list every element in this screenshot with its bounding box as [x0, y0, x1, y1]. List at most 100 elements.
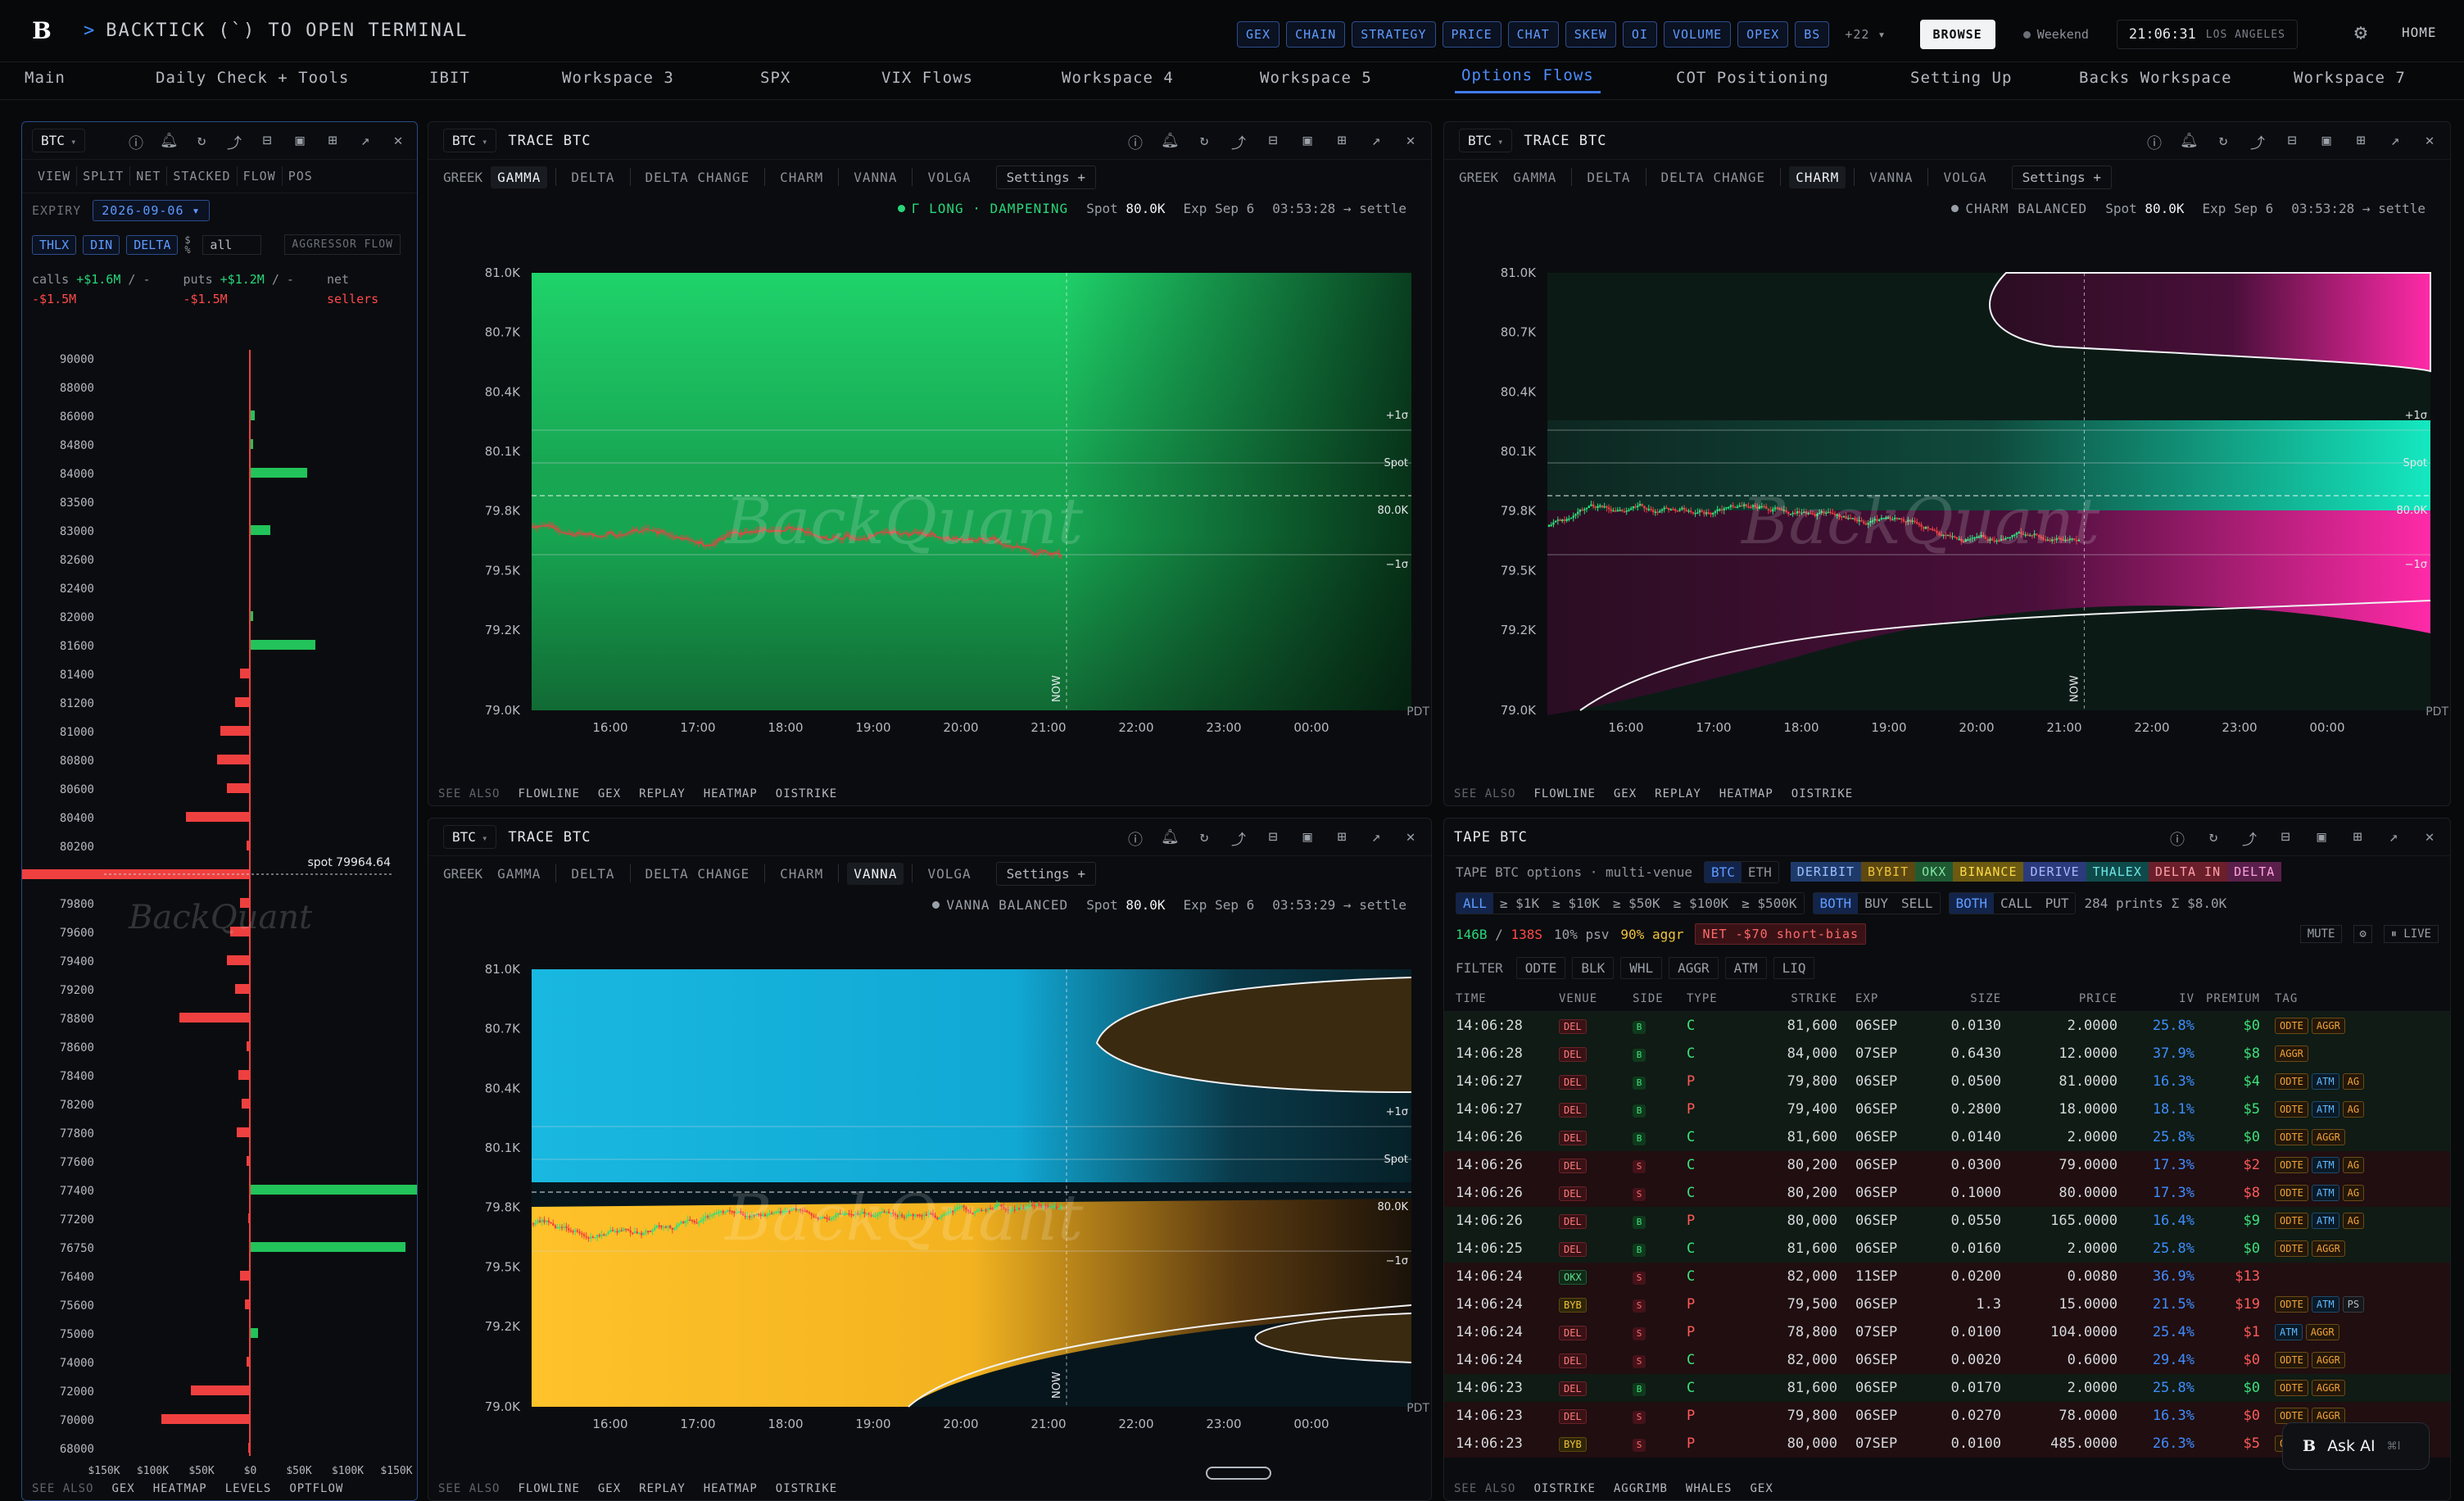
view-tab-flow[interactable]: FLOW: [238, 166, 283, 186]
bell-icon[interactable]: 🔔︎: [1161, 828, 1180, 846]
bell-icon[interactable]: 🔔︎: [2180, 132, 2199, 149]
tab-setting-up[interactable]: Setting Up: [1910, 69, 2013, 87]
greek-tab-delta[interactable]: DELTA: [571, 865, 615, 882]
share-icon[interactable]: ⤴: [227, 135, 242, 152]
see-also-gex[interactable]: GEX: [1750, 1482, 1773, 1495]
pill-volume[interactable]: VOLUME: [1663, 21, 1732, 48]
table-row[interactable]: 14:06:23 DEL S P 79,800 06SEP 0.0270 78.0000 16.…: [1444, 1402, 2450, 1430]
venue-chip-din[interactable]: DIN: [83, 234, 120, 255]
layout-icon[interactable]: ▣: [2317, 828, 2326, 846]
column-size[interactable]: SIZE: [1970, 991, 2001, 1005]
type-filter-put[interactable]: PUT: [2045, 895, 2069, 911]
settings-button[interactable]: Settings +: [2011, 165, 2112, 189]
see-also-aggrimb[interactable]: AGGRIMB: [1613, 1482, 1668, 1495]
minimize-icon[interactable]: ⊟: [1268, 132, 1278, 149]
share-icon[interactable]: ⤴: [1231, 135, 1246, 152]
see-also-oistrike[interactable]: OISTRIKE: [1791, 787, 1854, 800]
table-row[interactable]: 14:06:23 DEL B C 81,600 06SEP 0.0170 2.0000 25.8…: [1444, 1374, 2450, 1402]
view-tab-split[interactable]: SPLIT: [77, 166, 131, 186]
see-also-replay[interactable]: REPLAY: [639, 787, 686, 800]
size-filter-option[interactable]: ALL: [1456, 892, 1493, 914]
column-time[interactable]: TIME: [1456, 991, 1487, 1005]
asset-btc[interactable]: BTC: [1704, 861, 1742, 882]
minimize-icon[interactable]: ⊟: [1268, 828, 1278, 846]
column-side[interactable]: SIDE: [1633, 991, 1664, 1005]
ask-ai-button[interactable]: B Ask AI ⌘I: [2282, 1422, 2430, 1470]
view-tab-pos[interactable]: POS: [288, 169, 313, 184]
bell-icon[interactable]: 🔔︎: [160, 132, 179, 149]
venue-bybit[interactable]: BYBIT: [1861, 862, 1916, 882]
ladder-filter-input[interactable]: all: [202, 234, 262, 255]
share-icon[interactable]: ⤴: [2242, 832, 2257, 849]
share-icon[interactable]: ⤴: [2250, 135, 2265, 152]
tab-workspace-3[interactable]: Workspace 3: [562, 69, 674, 87]
mute-button[interactable]: MUTE: [2299, 925, 2343, 943]
grid-icon[interactable]: ⊞: [1337, 132, 1347, 149]
see-also-oistrike[interactable]: OISTRIKE: [1533, 1482, 1596, 1495]
layout-icon[interactable]: ▣: [1302, 132, 1312, 149]
see-also-optflow[interactable]: OPTFLOW: [289, 1482, 344, 1495]
greek-tab-vanna[interactable]: VANNA: [1869, 169, 1914, 185]
pill-price[interactable]: PRICE: [1442, 21, 1502, 48]
symbol-select[interactable]: BTC: [1459, 129, 1513, 152]
share-icon[interactable]: ⤴: [1231, 832, 1246, 849]
greek-tab-volga[interactable]: VOLGA: [927, 169, 972, 185]
pill-skew[interactable]: SKEW: [1565, 21, 1616, 48]
venue-delta-in[interactable]: DELTA IN: [2148, 862, 2228, 882]
see-also-heatmap[interactable]: HEATMAP: [703, 787, 758, 800]
greek-tab-vanna[interactable]: VANNA: [847, 862, 904, 885]
symbol-select[interactable]: BTC: [443, 129, 497, 152]
side-filter-buy[interactable]: BUY: [1864, 895, 1888, 911]
greek-tab-vanna[interactable]: VANNA: [854, 169, 898, 185]
gear-icon[interactable]: ⚙: [2354, 20, 2367, 45]
size-filter-option[interactable]: ≥ $500K: [1742, 895, 1797, 911]
expand-icon[interactable]: ↗: [2390, 132, 2400, 149]
greek-tab-delta-change[interactable]: DELTA CHANGE: [1660, 169, 1766, 185]
minimize-icon[interactable]: ⊟: [2281, 828, 2290, 846]
greek-tab-gamma[interactable]: GAMMA: [1513, 169, 1557, 185]
see-also-levels[interactable]: LEVELS: [224, 1482, 272, 1495]
pill-gex[interactable]: GEX: [1237, 21, 1280, 48]
refresh-icon[interactable]: ↻: [1199, 132, 1209, 149]
tab-main[interactable]: Main: [25, 69, 66, 87]
side-filter-sell[interactable]: SELL: [1900, 895, 1933, 911]
info-icon[interactable]: ⓘ: [1128, 832, 1143, 849]
info-icon[interactable]: ⓘ: [129, 135, 143, 152]
settings-button[interactable]: Settings +: [995, 165, 1096, 189]
close-icon[interactable]: ✕: [1406, 828, 1415, 846]
see-also-heatmap[interactable]: HEATMAP: [152, 1482, 207, 1495]
filter-atm[interactable]: ATM: [1724, 956, 1767, 979]
see-also-gex[interactable]: GEX: [1613, 787, 1637, 800]
table-row[interactable]: 14:06:28 DEL B C 81,600 06SEP 0.0130 2.0000 25.8…: [1444, 1012, 2450, 1040]
grid-icon[interactable]: ⊞: [1337, 828, 1347, 846]
table-row[interactable]: 14:06:27 DEL B P 79,800 06SEP 0.0500 81.0000 16.…: [1444, 1068, 2450, 1095]
tape-settings-icon[interactable]: ⚙: [2353, 925, 2372, 943]
pill-chain[interactable]: CHAIN: [1286, 21, 1346, 48]
venue-derive[interactable]: DERIVE: [2023, 862, 2086, 882]
refresh-icon[interactable]: ↻: [197, 132, 206, 149]
tab-spx[interactable]: SPX: [760, 69, 791, 87]
minimize-icon[interactable]: ⊟: [2287, 132, 2297, 149]
expand-icon[interactable]: ↗: [1371, 132, 1381, 149]
table-row[interactable]: 14:06:27 DEL B P 79,400 06SEP 0.2800 18.0000 18.…: [1444, 1095, 2450, 1123]
column-strike[interactable]: STRIKE: [1791, 991, 1837, 1005]
venue-chip-delta[interactable]: DELTA: [126, 234, 179, 255]
greek-tab-delta-change[interactable]: DELTA CHANGE: [645, 865, 750, 882]
terminal-hint[interactable]: > BACKTICK (`) TO OPEN TERMINAL: [84, 20, 468, 41]
see-also-gex[interactable]: GEX: [597, 1482, 622, 1495]
expand-icon[interactable]: ↗: [1371, 828, 1381, 846]
tab-vix-flows[interactable]: VIX Flows: [881, 69, 973, 87]
close-icon[interactable]: ✕: [2425, 828, 2435, 846]
greek-tab-volga[interactable]: VOLGA: [927, 865, 972, 882]
table-row[interactable]: 14:06:26 DEL B P 80,000 06SEP 0.0550 165.0000 16…: [1444, 1207, 2450, 1235]
type-filter-call[interactable]: CALL: [2000, 895, 2032, 911]
tab-cot-positioning[interactable]: COT Positioning: [1676, 69, 1829, 87]
see-also-flowline[interactable]: FLOWLINE: [518, 787, 580, 800]
view-tab-net[interactable]: NET: [130, 166, 168, 186]
greek-tab-gamma[interactable]: GAMMA: [491, 166, 548, 188]
refresh-icon[interactable]: ↻: [2208, 828, 2218, 846]
size-filter-option[interactable]: ≥ $10K: [1552, 895, 1600, 911]
greek-tab-charm[interactable]: CHARM: [780, 865, 824, 882]
pill-oi[interactable]: OI: [1622, 21, 1657, 48]
column-venue[interactable]: VENUE: [1559, 991, 1598, 1005]
